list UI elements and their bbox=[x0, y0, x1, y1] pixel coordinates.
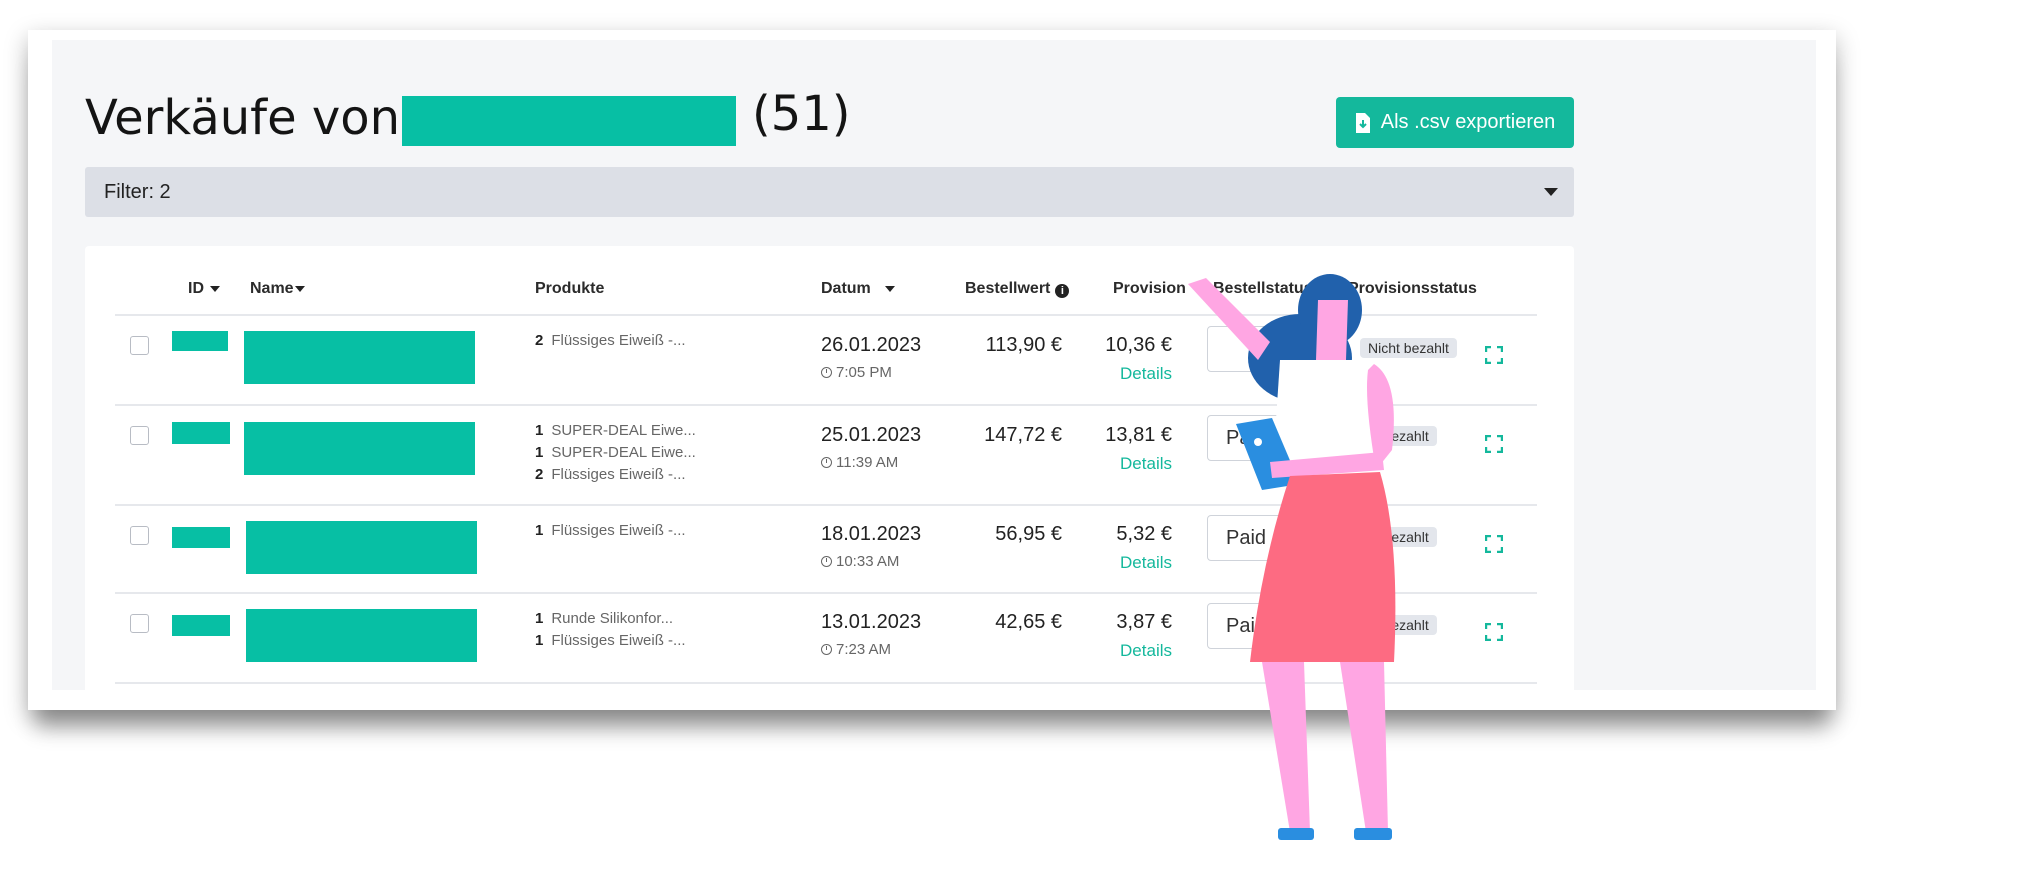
commission-status-badge: Nicht bezahlt bbox=[1360, 338, 1457, 358]
table-row[interactable]: 1 Runde Silikonfor... 1 Flüssiges Eiweiß -… bbox=[85, 594, 1574, 682]
row-checkbox[interactable] bbox=[130, 336, 149, 355]
file-download-icon bbox=[1355, 112, 1370, 133]
commission-status-badge: ht bezahlt bbox=[1360, 527, 1437, 547]
details-link[interactable]: Details bbox=[1120, 641, 1172, 660]
product-item: 1 Runde Silikonfor... bbox=[535, 610, 674, 627]
order-date: 25.01.2023 bbox=[821, 424, 922, 446]
column-date-label: Datum bbox=[821, 280, 871, 297]
table-row[interactable]: 1 Flüssiges Eiweiß -... 18.01.2023 10:33 … bbox=[85, 506, 1574, 592]
right-shoe bbox=[1354, 828, 1392, 840]
order-value: 113,90 € bbox=[985, 334, 1062, 356]
column-id-label: ID bbox=[188, 280, 204, 297]
column-date[interactable]: Datum bbox=[821, 280, 895, 298]
redacted-id bbox=[172, 422, 230, 444]
filter-label: Filter: 2 bbox=[104, 180, 171, 203]
column-products: Produkte bbox=[535, 280, 605, 297]
expand-icon[interactable] bbox=[1485, 346, 1503, 364]
filter-bar[interactable]: Filter: 2 bbox=[85, 167, 1574, 217]
sort-caret-icon bbox=[210, 285, 220, 292]
row-checkbox[interactable] bbox=[130, 426, 149, 445]
product-item: 1 Flüssiges Eiweiß -... bbox=[535, 632, 686, 649]
order-status-select[interactable]: Pai bbox=[1207, 415, 1327, 461]
order-value: 42,65 € bbox=[995, 611, 1062, 633]
row-checkbox[interactable] bbox=[130, 526, 149, 545]
row-divider bbox=[115, 592, 1537, 594]
product-item: 1 SUPER-DEAL Eiwe... bbox=[535, 444, 696, 461]
product-item: 1 SUPER-DEAL Eiwe... bbox=[535, 422, 696, 439]
redacted-id bbox=[172, 331, 228, 351]
expand-icon[interactable] bbox=[1485, 535, 1503, 553]
order-time: 7:05 PM bbox=[821, 364, 892, 381]
order-status-select[interactable] bbox=[1207, 326, 1327, 372]
sales-table: ID Name Produkte Datum Bestellwert i Prov… bbox=[85, 246, 1574, 690]
details-link[interactable]: Details bbox=[1120, 454, 1172, 473]
details-link[interactable]: Details bbox=[1120, 364, 1172, 383]
column-order-status: Bestellstatus bbox=[1213, 280, 1313, 297]
expand-icon[interactable] bbox=[1485, 435, 1503, 453]
row-checkbox[interactable] bbox=[130, 614, 149, 633]
row-divider bbox=[115, 504, 1537, 506]
product-item: 2 Flüssiges Eiweiß -... bbox=[535, 332, 686, 349]
product-item: 1 Flüssiges Eiweiß -... bbox=[535, 522, 686, 539]
redacted-name bbox=[246, 609, 477, 662]
table-row[interactable]: 1 SUPER-DEAL Eiwe... 1 SUPER-DEAL Eiwe... … bbox=[85, 406, 1574, 504]
sort-caret-icon bbox=[884, 285, 895, 292]
commission-status-badge: ht bezahlt bbox=[1360, 426, 1437, 446]
redacted-name bbox=[244, 422, 475, 475]
column-order-value-label: Bestellwert bbox=[965, 280, 1051, 297]
redacted-name bbox=[246, 521, 477, 574]
commission-value: 13,81 € bbox=[1105, 424, 1172, 446]
clock-icon bbox=[821, 457, 832, 468]
commission-value: 5,32 € bbox=[1116, 523, 1172, 545]
chevron-down-icon bbox=[1544, 188, 1558, 196]
redacted-id bbox=[172, 527, 230, 548]
order-date: 13.01.2023 bbox=[821, 611, 922, 633]
product-list: 1 Runde Silikonfor... 1 Flüssiges Eiweiß -… bbox=[535, 608, 686, 652]
sales-panel: Verkäufe von (51) Als .csv exportieren F… bbox=[52, 40, 1816, 690]
clock-icon bbox=[821, 644, 832, 655]
order-date: 18.01.2023 bbox=[821, 523, 922, 545]
column-order-value: Bestellwert i bbox=[965, 280, 1070, 298]
column-name[interactable]: Name bbox=[250, 280, 305, 298]
product-list: 1 Flüssiges Eiweiß -... bbox=[535, 520, 686, 542]
page-title: Verkäufe von bbox=[85, 90, 401, 146]
left-shoe bbox=[1278, 828, 1314, 840]
clock-icon bbox=[821, 556, 832, 567]
commission-value: 10,36 € bbox=[1105, 334, 1172, 356]
order-date: 26.01.2023 bbox=[821, 334, 922, 356]
details-link[interactable]: Details bbox=[1120, 553, 1172, 572]
header-divider bbox=[115, 314, 1537, 316]
table-row[interactable]: 2 Flüssiges Eiweiß -... 26.01.2023 7:05 P… bbox=[85, 316, 1574, 404]
row-divider bbox=[115, 404, 1537, 406]
order-value: 56,95 € bbox=[995, 523, 1062, 545]
product-list: 2 Flüssiges Eiweiß -... bbox=[535, 330, 686, 352]
order-time: 7:23 AM bbox=[821, 641, 891, 658]
export-csv-label: Als .csv exportieren bbox=[1380, 111, 1556, 133]
row-divider bbox=[115, 682, 1537, 684]
export-csv-button[interactable]: Als .csv exportieren bbox=[1336, 97, 1574, 148]
order-status-select[interactable]: Paid bbox=[1207, 515, 1327, 561]
column-commission: Provision bbox=[1113, 280, 1186, 297]
product-item: 2 Flüssiges Eiweiß -... bbox=[535, 466, 686, 483]
product-list: 1 SUPER-DEAL Eiwe... 1 SUPER-DEAL Eiwe... … bbox=[535, 420, 696, 486]
redacted-name bbox=[244, 331, 475, 384]
expand-icon[interactable] bbox=[1485, 623, 1503, 641]
order-time: 11:39 AM bbox=[821, 454, 898, 471]
redacted-seller-name bbox=[402, 96, 736, 146]
redacted-id bbox=[172, 615, 230, 636]
order-time: 10:33 AM bbox=[821, 553, 899, 570]
clock-icon bbox=[821, 367, 832, 378]
order-status-select[interactable]: Paid bbox=[1207, 603, 1327, 649]
info-icon[interactable]: i bbox=[1055, 284, 1070, 298]
column-commission-status: Provisionsstatus bbox=[1348, 280, 1477, 297]
sort-caret-icon bbox=[294, 285, 305, 292]
commission-status-badge: ht bezahlt bbox=[1360, 615, 1437, 635]
order-value: 147,72 € bbox=[984, 424, 1062, 446]
commission-value: 3,87 € bbox=[1116, 611, 1172, 633]
column-id[interactable]: ID bbox=[188, 280, 220, 298]
column-name-label: Name bbox=[250, 280, 294, 297]
sales-count: (51) bbox=[752, 86, 851, 142]
